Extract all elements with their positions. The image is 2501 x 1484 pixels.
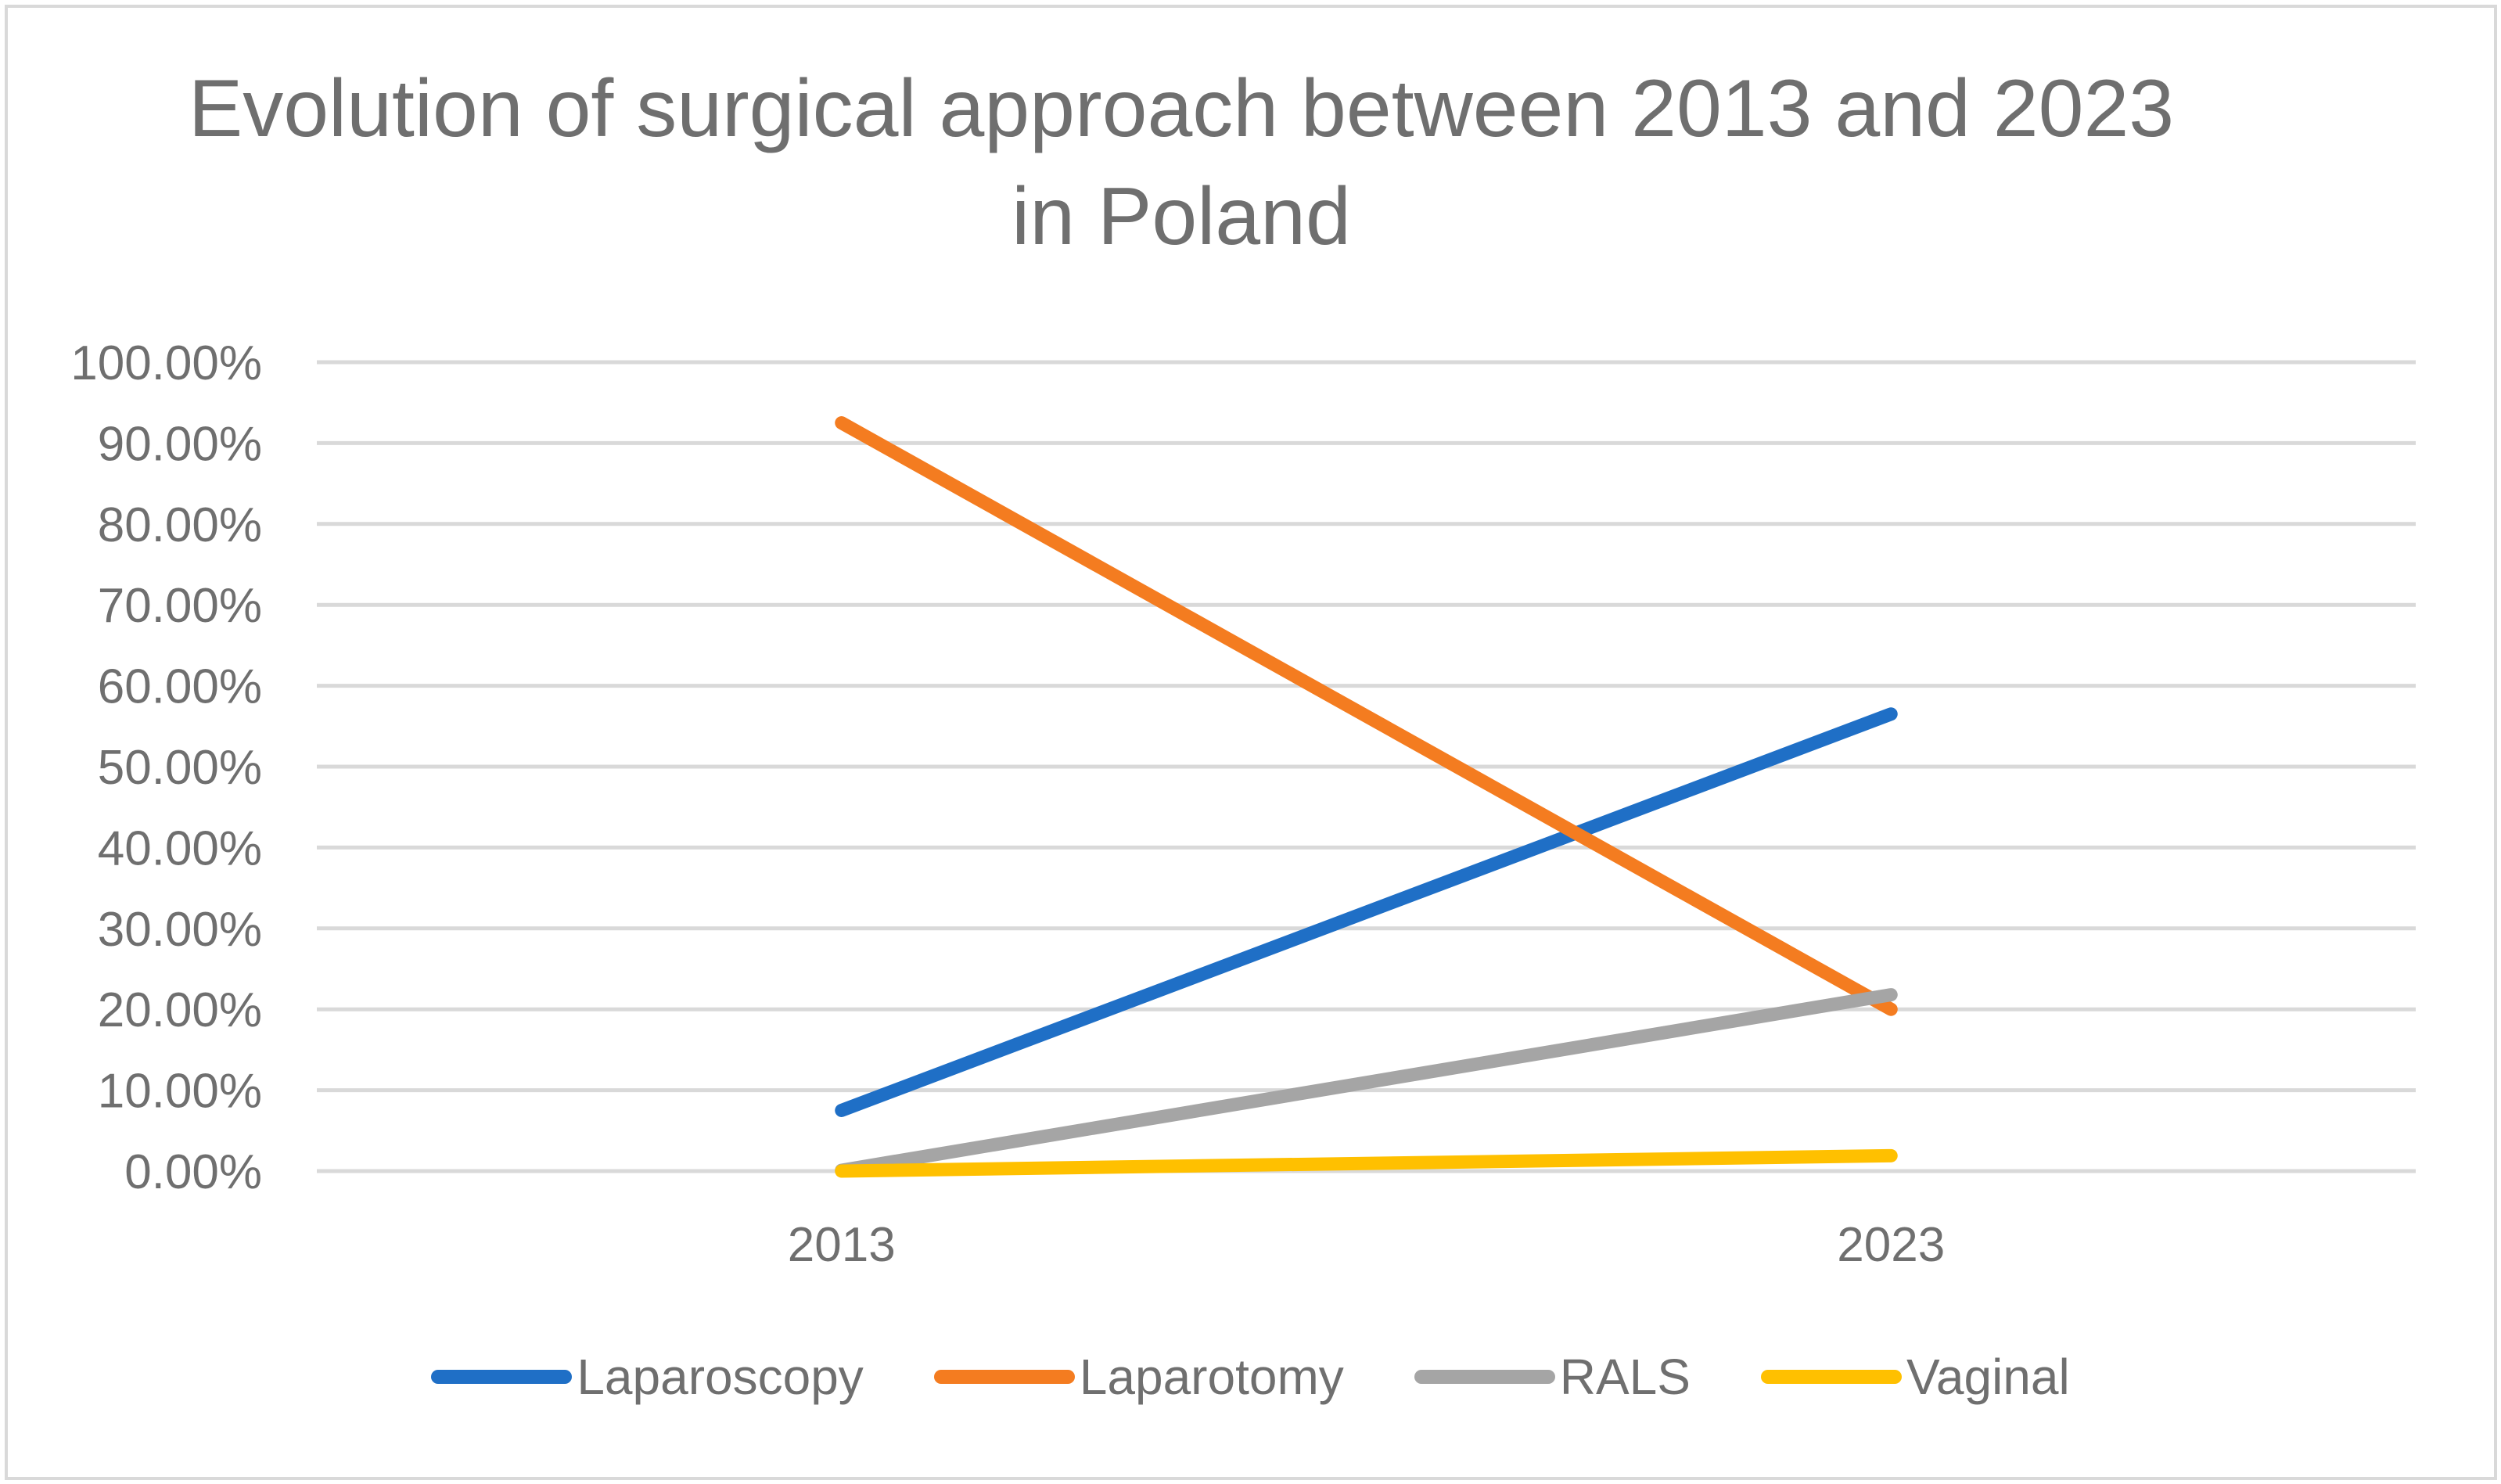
- y-tick-label: 90.00%: [98, 417, 262, 471]
- y-tick-label: 100.00%: [70, 336, 262, 390]
- legend-label: RALS: [1559, 1349, 1691, 1405]
- legend-item-laparotomy: Laparotomy: [933, 1348, 1344, 1406]
- legend-label: Laparotomy: [1079, 1349, 1344, 1405]
- series-line-rals: [835, 988, 1898, 1177]
- y-tick-label: 70.00%: [98, 579, 262, 633]
- y-tick-label: 20.00%: [98, 983, 262, 1037]
- chart-title: Evolution of surgical approach between 2…: [188, 63, 2175, 262]
- y-tick-label: 80.00%: [98, 498, 262, 552]
- y-tick-label: 30.00%: [98, 903, 262, 957]
- series-line-vaginal: [835, 1148, 1898, 1178]
- y-tick-label: 10.00%: [98, 1065, 262, 1119]
- y-axis-ticks: 0.00% 10.00% 20.00% 30.00% 40.00% 50.00% 60.00…: [70, 336, 262, 1199]
- series-line-laparotomy: [835, 416, 1898, 1016]
- legend-swatch: [431, 1370, 573, 1384]
- legend-item-vaginal: Vaginal: [1760, 1348, 2070, 1406]
- y-tick-label: 40.00%: [98, 821, 262, 875]
- x-tick-label: 2013: [788, 1218, 896, 1272]
- y-tick-label: 60.00%: [98, 660, 262, 714]
- y-tick-label: 0.00%: [124, 1145, 262, 1199]
- x-tick-label: 2023: [1837, 1218, 1945, 1272]
- y-tick-label: 50.00%: [98, 741, 262, 795]
- series-line-laparoscopy: [835, 707, 1898, 1117]
- legend-item-rals: RALS: [1414, 1348, 1691, 1406]
- chart-frame: [5, 5, 2497, 1480]
- chart-legend: Laparoscopy Laparotomy RALS Vaginal: [0, 1342, 2501, 1412]
- legend-label: Vaginal: [1906, 1349, 2070, 1405]
- series-lines: [835, 416, 1898, 1178]
- legend-swatch: [1414, 1370, 1555, 1384]
- gridlines: [317, 360, 2416, 1173]
- legend-swatch: [1760, 1370, 1902, 1384]
- legend-swatch: [933, 1370, 1075, 1384]
- x-axis-ticks: 2013 2023: [788, 1218, 1945, 1272]
- legend-item-laparoscopy: Laparoscopy: [431, 1348, 864, 1406]
- legend-label: Laparoscopy: [577, 1349, 864, 1405]
